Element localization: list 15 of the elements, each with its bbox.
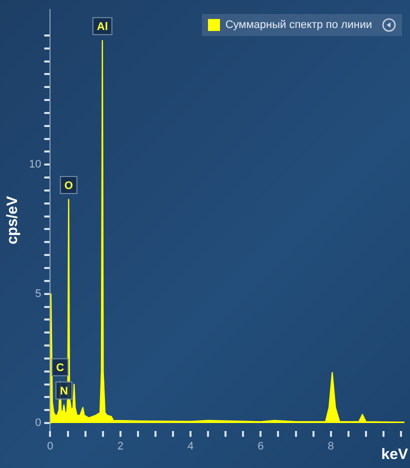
annotation: C	[56, 362, 64, 374]
y-axis-title: cps/eV	[4, 196, 22, 244]
legend-label: Суммарный спектр по линии	[225, 19, 372, 31]
y-tick-label: 0	[35, 417, 42, 430]
x-tick-label: 2	[117, 440, 124, 452]
x-tick-label: 4	[187, 440, 194, 452]
x-tick-label: 8	[328, 440, 334, 452]
annotation: Al	[96, 21, 108, 34]
y-tick-label: 5	[35, 288, 42, 300]
y-tick-label: 10	[28, 158, 42, 171]
annotation: O	[64, 180, 74, 192]
x-tick-label: 6	[258, 440, 264, 452]
x-tick-label: 0	[47, 440, 54, 452]
x-axis-title: keV	[381, 446, 408, 464]
annotation: N	[60, 385, 68, 398]
